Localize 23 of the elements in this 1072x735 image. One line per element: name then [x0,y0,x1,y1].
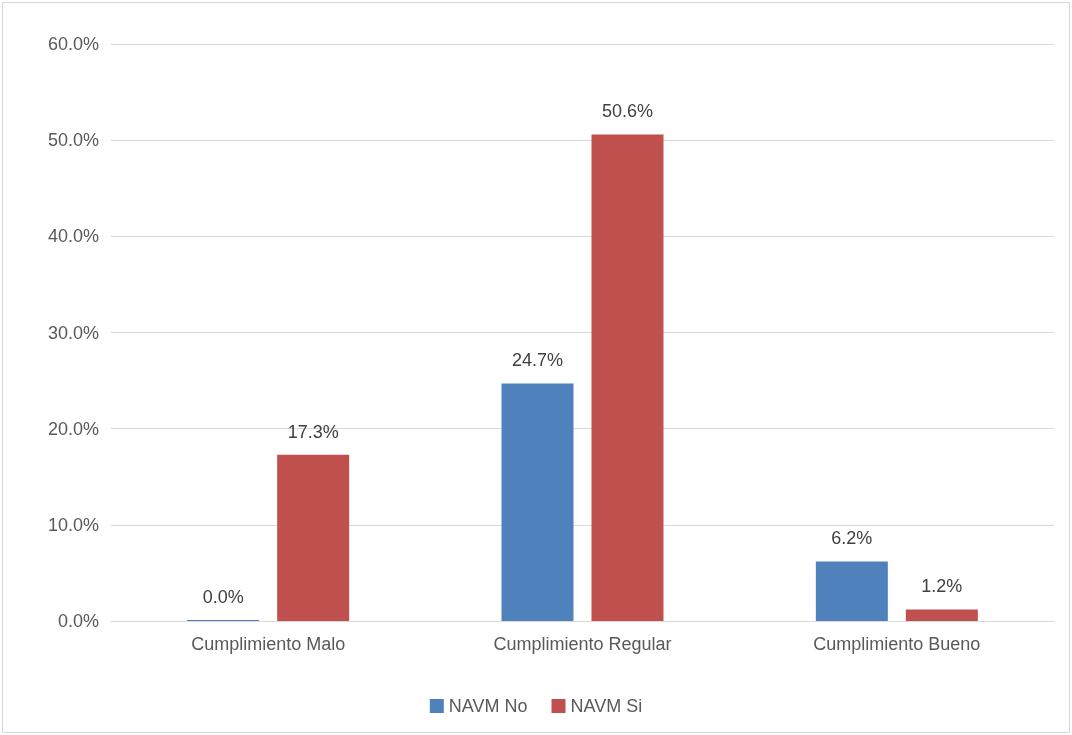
data-label: 24.7% [511,350,564,371]
data-label: 0.0% [202,587,244,607]
bar [277,454,350,621]
y-tick-label: 50.0% [47,130,99,151]
data-label: 1.2% [921,576,963,597]
y-tick-label: 30.0% [47,322,99,343]
x-tick-label: Cumplimiento Regular [493,634,672,654]
data-label: 6.2% [831,528,873,549]
y-tick-label: 20.0% [47,418,99,439]
legend-label: NAVM No [448,696,528,716]
y-tick-label: 10.0% [47,514,99,535]
y-tick-label: 60.0% [47,34,99,54]
bar [815,561,888,621]
y-tick-label: 40.0% [47,226,99,247]
x-tick-label: Cumplimiento Malo [191,634,346,654]
y-tick-label: 0.0% [57,611,99,631]
data-label: 50.6% [601,101,654,122]
legend-label: NAVM Si [570,696,643,716]
x-tick-label: Cumplimiento Bueno [813,634,981,654]
bar [591,134,664,621]
bar [905,609,978,621]
bar [501,383,574,621]
data-label: 17.3% [287,421,339,442]
